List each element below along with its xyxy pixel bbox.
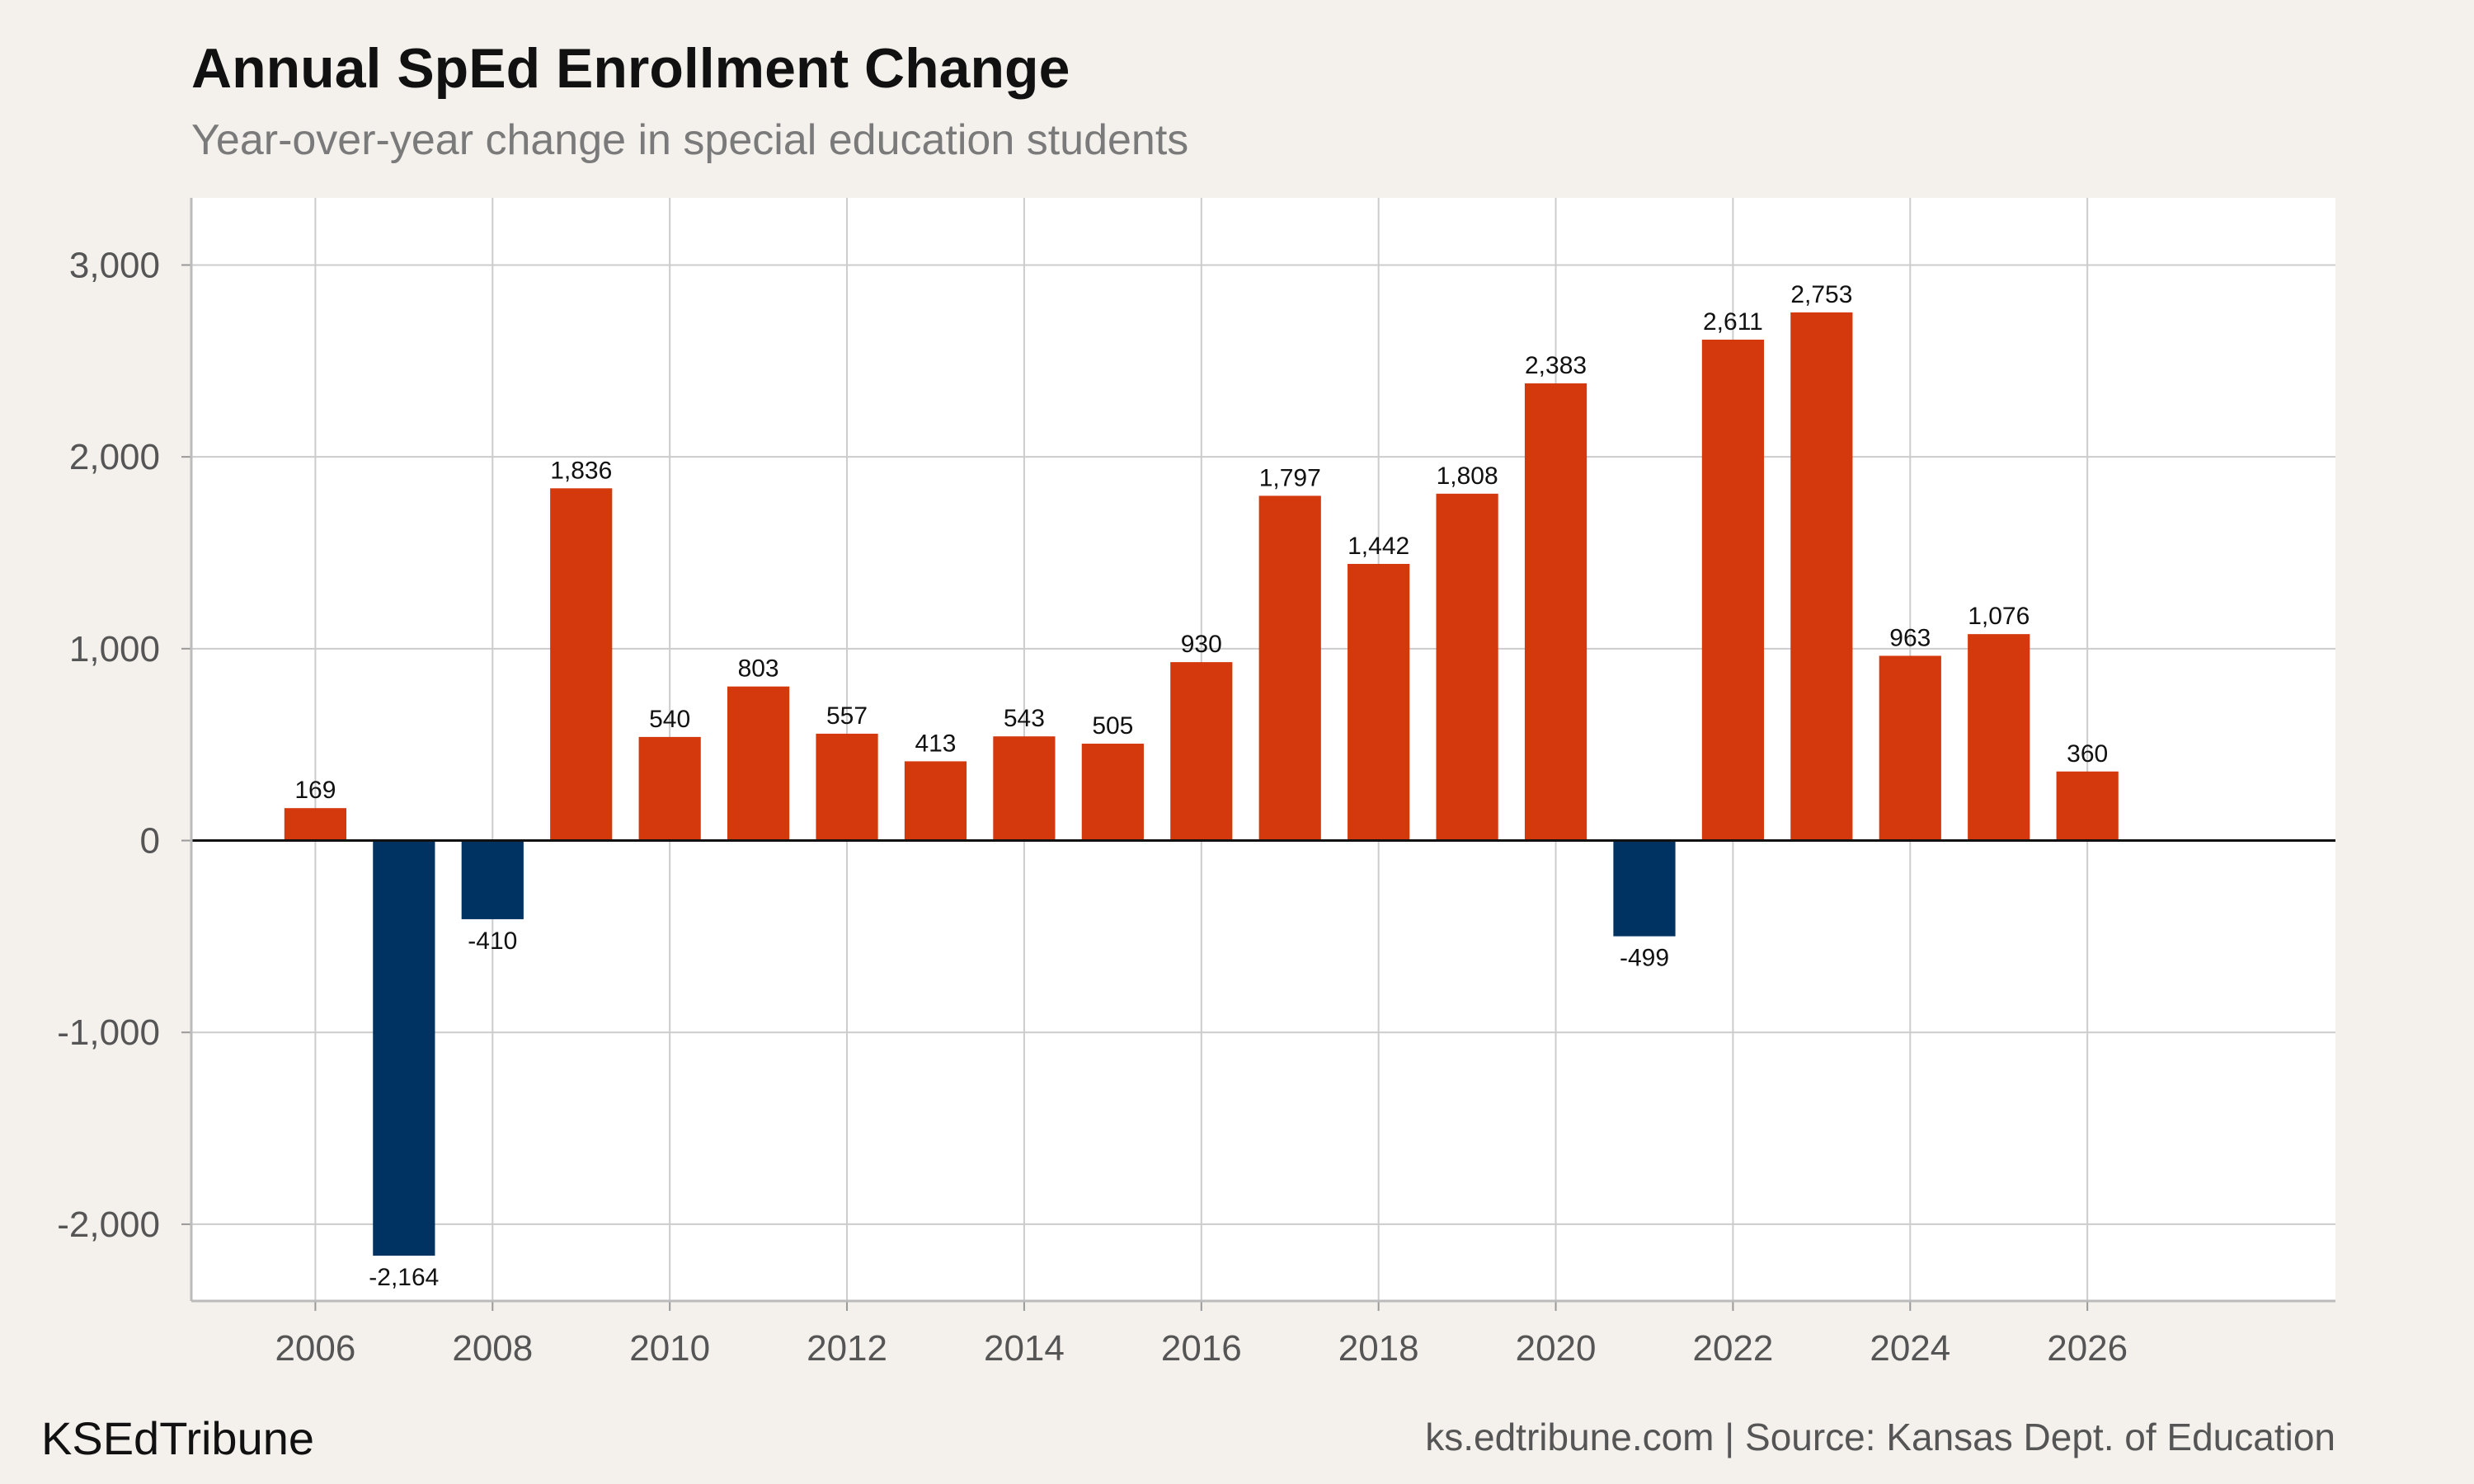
x-tick-label: 2018 (1338, 1328, 1419, 1369)
y-tick-label: 0 (140, 821, 160, 862)
data-labels: 169 -2,164 -410 1,836 540 803 557 413 543 505 930 1… (294, 281, 2108, 1291)
chart-title: Annual SpEd Enrollment Change (191, 37, 1070, 100)
bar (1879, 655, 1941, 841)
data-label: 1,076 (1968, 603, 2030, 630)
bar (1348, 563, 1410, 841)
bar (1436, 493, 1498, 841)
bar (993, 736, 1056, 841)
source-note: ks.edtribune.com | Source: Kansas Dept. … (1425, 1416, 2335, 1458)
data-label: 963 (1889, 624, 1931, 651)
bar (1524, 383, 1587, 841)
bar (550, 488, 613, 841)
data-label: 413 (915, 730, 956, 757)
bar (1968, 634, 2030, 841)
bar (904, 761, 967, 841)
data-label: 2,753 (1790, 281, 1852, 308)
data-label: 1,836 (550, 457, 612, 484)
bar (727, 686, 790, 841)
data-label: 2,383 (1525, 352, 1587, 379)
data-label: 557 (826, 702, 868, 730)
x-tick-label: 2022 (1692, 1328, 1773, 1369)
y-tick-label: -1,000 (57, 1012, 160, 1053)
chart-subtitle: Year-over-year change in special educati… (191, 116, 1189, 164)
bars (284, 312, 2119, 1256)
data-label: 360 (2067, 740, 2108, 768)
bar (461, 840, 524, 919)
data-label: 2,611 (1703, 308, 1763, 336)
x-tick-label: 2020 (1516, 1328, 1597, 1369)
bar (373, 840, 435, 1256)
data-label: -410 (468, 928, 517, 955)
bar (1790, 312, 1853, 841)
data-label: 803 (738, 655, 779, 683)
x-tick-label: 2006 (275, 1328, 355, 1369)
data-label: 1,442 (1348, 533, 1409, 560)
bar (1258, 495, 1321, 841)
x-tick-label: 2008 (452, 1328, 533, 1369)
bar (1081, 744, 1144, 841)
bar (1701, 339, 1765, 841)
x-tick-label: 2016 (1161, 1328, 1242, 1369)
data-label: 540 (649, 706, 690, 733)
y-tick-label: 2,000 (69, 437, 160, 477)
data-label: -2,164 (369, 1264, 439, 1291)
y-tick-label: -2,000 (57, 1205, 160, 1245)
bar (816, 733, 878, 841)
bar (2056, 771, 2119, 841)
axes: -2,000 -1,000 0 1,000 2,000 3,000 2006 2008 2010… (57, 198, 2335, 1369)
x-tick-label: 2024 (1870, 1328, 1950, 1369)
x-tick-label: 2010 (629, 1328, 710, 1369)
y-tick-label: 1,000 (69, 629, 160, 669)
bar (1170, 662, 1233, 841)
x-tick-label: 2012 (807, 1328, 887, 1369)
bar (638, 736, 701, 841)
data-label: 169 (294, 777, 336, 804)
data-label: 543 (1004, 705, 1045, 732)
bar (284, 808, 347, 841)
data-label: 505 (1092, 712, 1133, 740)
data-label: 1,797 (1259, 464, 1321, 491)
brand-name: KSEdTribune (41, 1412, 314, 1464)
x-tick-label: 2014 (984, 1328, 1065, 1369)
y-tick-label: 3,000 (69, 245, 160, 285)
data-label: 930 (1181, 631, 1222, 658)
data-label: -499 (1620, 945, 1669, 972)
x-tick-label: 2026 (2047, 1328, 2128, 1369)
data-label: 1,808 (1437, 463, 1498, 490)
bar (1613, 840, 1676, 937)
